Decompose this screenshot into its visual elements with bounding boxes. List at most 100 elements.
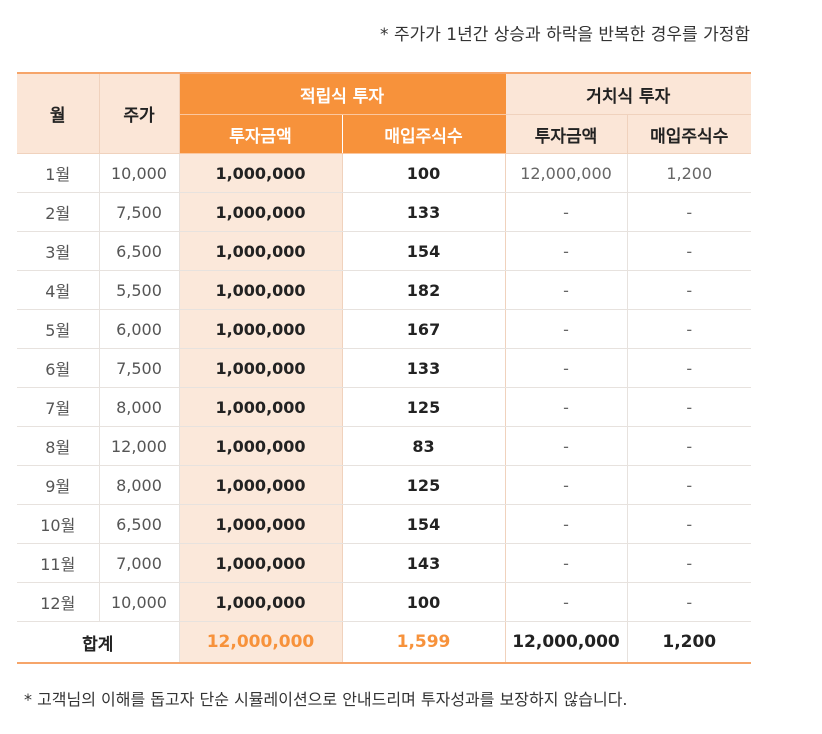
assumption-note: * 주가가 1년간 상승과 하락을 반복한 경우를 가정함: [380, 25, 750, 45]
month-cell: 12월: [17, 582, 100, 622]
price-cell: 12,000: [99, 426, 180, 466]
price-cell: 10,000: [99, 582, 180, 622]
installment-shares-cell: 125: [342, 465, 506, 505]
lump-amount-cell: -: [505, 387, 628, 427]
installment-amount-cell: 1,000,000: [179, 504, 343, 544]
price-cell: 6,000: [99, 309, 180, 349]
lump-amount-cell: 12,000,000: [505, 153, 628, 193]
total-row: 합계 12,000,000 1,599 12,000,000 1,200: [17, 621, 751, 664]
investment-simulation-table: 월 주가 적립식 투자 거치식 투자 투자금액 매입주식수 투자금액 매입주식수…: [17, 72, 751, 664]
installment-shares-cell: 100: [342, 153, 506, 193]
month-cell: 6월: [17, 348, 100, 388]
lump-shares-cell: -: [627, 309, 751, 349]
lump-shares-cell: -: [627, 465, 751, 505]
month-cell: 1월: [17, 153, 100, 193]
installment-amount-cell: 1,000,000: [179, 543, 343, 583]
installment-shares-cell: 133: [342, 348, 506, 388]
price-cell: 8,000: [99, 387, 180, 427]
lump-amount-cell: -: [505, 543, 628, 583]
lump-shares-cell: -: [627, 582, 751, 622]
installment-shares-cell: 154: [342, 231, 506, 271]
installment-shares-cell: 154: [342, 504, 506, 544]
installment-shares-cell: 100: [342, 582, 506, 622]
price-cell: 7,000: [99, 543, 180, 583]
header-lump-shares: 매입주식수: [627, 114, 751, 154]
price-cell: 7,500: [99, 348, 180, 388]
lump-amount-cell: -: [505, 582, 628, 622]
month-cell: 3월: [17, 231, 100, 271]
table-row: 2월 7,500 1,000,000 133- -: [17, 192, 751, 232]
header-installment: 적립식 투자: [179, 72, 506, 115]
lump-amount-cell: -: [505, 192, 628, 232]
lump-amount-cell: -: [505, 309, 628, 349]
month-cell: 7월: [17, 387, 100, 427]
lump-shares-cell: -: [627, 387, 751, 427]
table-row: 12월 10,000 1,000,000 100- -: [17, 582, 751, 622]
price-cell: 8,000: [99, 465, 180, 505]
table-row: 7월 8,000 1,000,000 125- -: [17, 387, 751, 427]
installment-amount-cell: 1,000,000: [179, 270, 343, 310]
header-lump-sum: 거치식 투자: [505, 72, 751, 115]
price-cell: 7,500: [99, 192, 180, 232]
installment-amount-cell: 1,000,000: [179, 348, 343, 388]
installment-shares-cell: 83: [342, 426, 506, 466]
total-lump-amount: 12,000,000: [505, 621, 628, 664]
lump-shares-cell: -: [627, 543, 751, 583]
month-cell: 11월: [17, 543, 100, 583]
price-cell: 10,000: [99, 153, 180, 193]
total-installment-shares: 1,599: [342, 621, 506, 664]
installment-shares-cell: 125: [342, 387, 506, 427]
lump-shares-cell: -: [627, 348, 751, 388]
lump-shares-cell: -: [627, 270, 751, 310]
month-cell: 2월: [17, 192, 100, 232]
total-installment-amount: 12,000,000: [179, 621, 343, 664]
header-price: 주가: [99, 72, 180, 154]
table-row: 5월 6,000 1,000,000 167- -: [17, 309, 751, 349]
installment-amount-cell: 1,000,000: [179, 192, 343, 232]
price-cell: 6,500: [99, 231, 180, 271]
table-row: 3월 6,500 1,000,000 154- -: [17, 231, 751, 271]
lump-amount-cell: -: [505, 348, 628, 388]
month-cell: 4월: [17, 270, 100, 310]
lump-shares-cell: 1,200: [627, 153, 751, 193]
lump-amount-cell: -: [505, 426, 628, 466]
header-lump-amount: 투자금액: [505, 114, 628, 154]
installment-amount-cell: 1,000,000: [179, 231, 343, 271]
lump-shares-cell: -: [627, 231, 751, 271]
price-cell: 5,500: [99, 270, 180, 310]
lump-shares-cell: -: [627, 426, 751, 466]
installment-amount-cell: 1,000,000: [179, 426, 343, 466]
lump-amount-cell: -: [505, 231, 628, 271]
lump-amount-cell: -: [505, 504, 628, 544]
installment-shares-cell: 182: [342, 270, 506, 310]
table-row: 8월 12,000 1,000,000 83- -: [17, 426, 751, 466]
table-row: 6월 7,500 1,000,000 133- -: [17, 348, 751, 388]
header-installment-amount: 투자금액: [179, 114, 343, 154]
installment-shares-cell: 133: [342, 192, 506, 232]
lump-amount-cell: -: [505, 270, 628, 310]
header-installment-shares: 매입주식수: [342, 114, 506, 154]
table-row: 4월 5,500 1,000,000 182- -: [17, 270, 751, 310]
lump-amount-cell: -: [505, 465, 628, 505]
table-row: 1월 10,000 1,000,000 100 12,000,000 1,200: [17, 153, 751, 193]
lump-shares-cell: -: [627, 192, 751, 232]
table-row: 11월 7,000 1,000,000 143- -: [17, 543, 751, 583]
installment-amount-cell: 1,000,000: [179, 387, 343, 427]
installment-amount-cell: 1,000,000: [179, 465, 343, 505]
installment-amount-cell: 1,000,000: [179, 309, 343, 349]
table-row: 9월 8,000 1,000,000 125- -: [17, 465, 751, 505]
price-cell: 6,500: [99, 504, 180, 544]
installment-amount-cell: 1,000,000: [179, 153, 343, 193]
installment-amount-cell: 1,000,000: [179, 582, 343, 622]
installment-shares-cell: 143: [342, 543, 506, 583]
table-row: 10월 6,500 1,000,000 154- -: [17, 504, 751, 544]
installment-shares-cell: 167: [342, 309, 506, 349]
month-cell: 10월: [17, 504, 100, 544]
total-lump-shares: 1,200: [627, 621, 751, 664]
disclaimer-note: * 고객님의 이해를 돕고자 단순 시뮬레이션으로 안내드리며 투자성과를 보장…: [24, 690, 628, 709]
month-cell: 9월: [17, 465, 100, 505]
header-month: 월: [17, 72, 100, 154]
total-label: 합계: [17, 621, 180, 664]
lump-shares-cell: -: [627, 504, 751, 544]
month-cell: 8월: [17, 426, 100, 466]
